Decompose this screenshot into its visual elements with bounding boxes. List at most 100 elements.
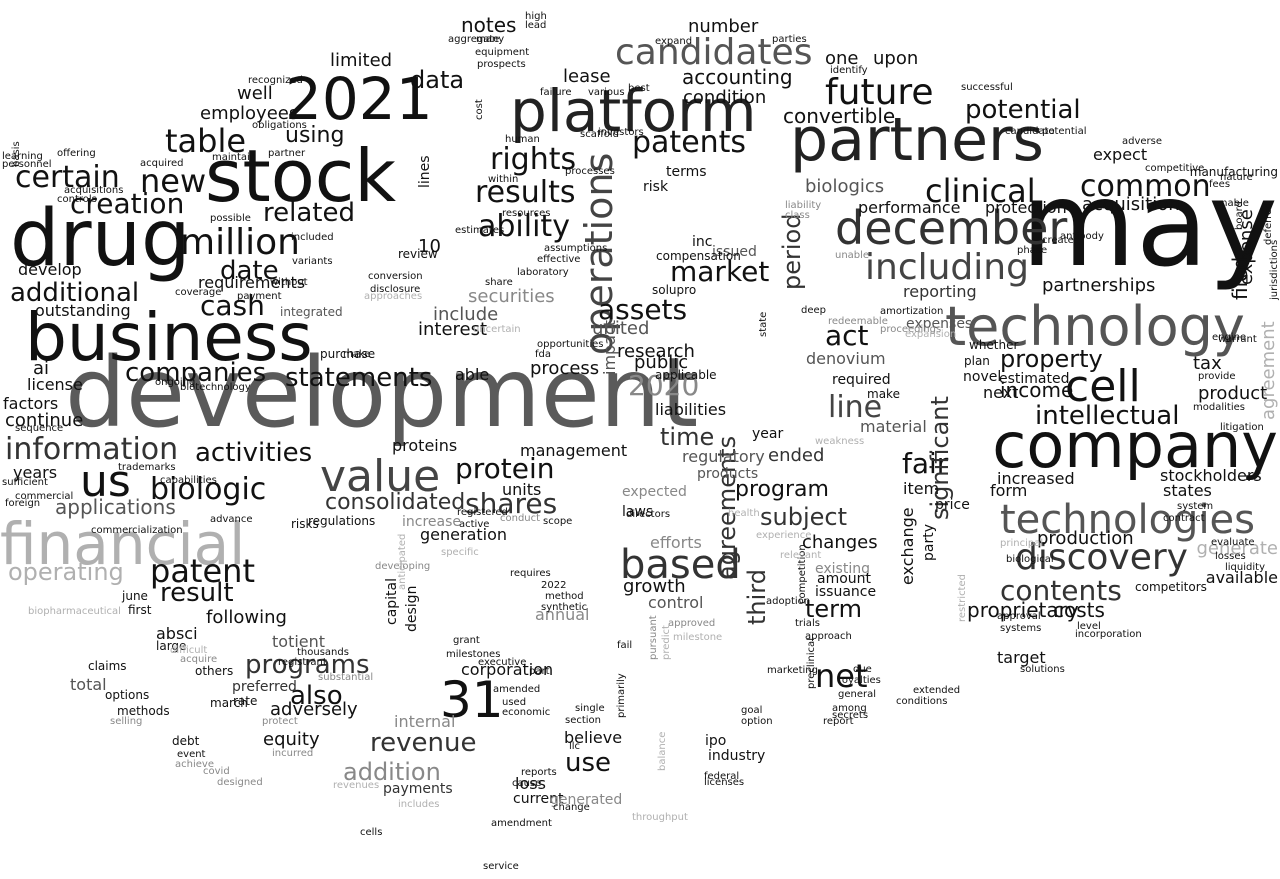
word-acquisitions: acquisitions <box>64 185 124 196</box>
word-amended: amended <box>493 684 541 695</box>
word-antibody: antibody <box>1060 231 1104 242</box>
word-market: market <box>670 255 770 288</box>
word-certain: certain <box>15 160 120 195</box>
word-personnel: personnel <box>2 159 52 170</box>
word-development: development <box>65 337 699 449</box>
word-efforts: efforts <box>650 533 702 552</box>
word-tax: tax <box>1193 353 1222 374</box>
word-basis: basis <box>11 141 22 167</box>
word-issued: issued <box>712 244 757 260</box>
word-june: june <box>122 589 148 603</box>
word-pursuant: pursuant <box>648 615 659 660</box>
word-enable: enable <box>1215 198 1249 209</box>
word-integrated: integrated <box>280 305 343 319</box>
word-section: section <box>565 715 602 726</box>
word-milestone: milestone <box>673 632 723 643</box>
word-competitive: competitive <box>1145 163 1205 174</box>
word-board: board <box>1234 201 1245 230</box>
word-filed: filed <box>1228 256 1252 300</box>
word-risk: risk <box>643 179 669 195</box>
word-income: income <box>1000 378 1074 402</box>
word-executive: executive <box>478 657 527 668</box>
word-additional: additional <box>10 278 140 308</box>
word-approach: approach <box>805 631 852 642</box>
word-partner: partner <box>268 148 306 159</box>
word-state: state <box>758 311 769 337</box>
word-act: act <box>825 319 869 352</box>
word-designed: designed <box>217 777 263 788</box>
word-solutions: solutions <box>1020 664 1065 675</box>
word-commercialization: commercialization <box>91 525 183 536</box>
word-december: december <box>835 201 1068 255</box>
word-condition: condition <box>683 87 767 108</box>
word-share: share <box>485 277 513 288</box>
word-successful: successful <box>961 82 1013 93</box>
word-preferred: preferred <box>232 679 297 695</box>
word-fail: fail <box>617 640 633 651</box>
word-growth: growth <box>623 576 686 597</box>
word-impact: impact <box>600 319 619 375</box>
word-adoption: adoption <box>766 596 811 607</box>
word-material: material <box>860 417 927 436</box>
word-upon: upon <box>873 48 919 69</box>
word-used: used <box>502 697 527 708</box>
word-investors: investors <box>598 127 644 138</box>
word-thousands: thousands <box>297 647 349 658</box>
word-discovery: discovery <box>1015 537 1188 578</box>
word-lines: lines <box>417 155 433 188</box>
word-expand: expand <box>655 36 693 47</box>
word-biopharmaceutical: biopharmaceutical <box>28 606 121 617</box>
word-warrant: warrant <box>1218 334 1257 345</box>
word-controls: controls <box>57 194 97 205</box>
word-throughput: throughput <box>632 812 688 823</box>
word-denovium: denovium <box>806 349 886 368</box>
word-parties: parties <box>772 34 807 45</box>
word-technology: technology <box>945 295 1245 358</box>
word-factors: factors <box>3 394 59 413</box>
word-active: active <box>459 519 490 530</box>
word-applications: applications <box>55 495 176 519</box>
word-partnerships: partnerships <box>1042 275 1156 296</box>
word-rights: rights <box>490 142 577 177</box>
word-specific: specific <box>441 547 479 558</box>
word-create: create <box>1042 235 1074 246</box>
word-assumptions: assumptions <box>544 243 608 254</box>
word-requirements: requirements <box>198 273 306 292</box>
word-platform: platform <box>510 77 757 145</box>
word-anticipated: anticipated <box>397 533 408 590</box>
word-human: human <box>505 134 540 145</box>
word-scaffold: scaffold <box>580 129 619 140</box>
word-marketing: marketing <box>767 665 818 676</box>
word-program: program <box>735 477 829 502</box>
word-goal: goal <box>741 705 763 716</box>
word-change: change <box>553 802 590 813</box>
word-directors: directors <box>626 509 671 520</box>
word-predict: predict <box>661 625 672 660</box>
word-value: value <box>320 451 441 502</box>
word-among: among <box>832 703 867 714</box>
word-federal: federal <box>704 771 740 782</box>
word-companies: companies <box>125 358 267 388</box>
word-included: included <box>291 232 334 243</box>
word-exchange: exchange <box>898 507 917 585</box>
word-business: business <box>25 299 313 376</box>
word-following: following <box>206 607 287 628</box>
word-capabilities: capabilities <box>160 475 217 486</box>
word-production: production <box>1037 528 1134 549</box>
word-results: results <box>475 175 576 210</box>
word-incorporation: incorporation <box>1075 629 1142 640</box>
word-information: information <box>5 432 179 467</box>
word-statements: statements <box>285 363 433 393</box>
word-uncertain: uncertain <box>473 324 521 335</box>
word-claims: claims <box>88 659 127 673</box>
word-large: large <box>156 639 187 653</box>
word-issuance: issuance <box>815 584 877 600</box>
word-selling: selling <box>110 716 143 727</box>
word-period: period <box>778 213 806 290</box>
word-general: general <box>838 689 877 700</box>
word-acquired: acquired <box>140 158 184 169</box>
word-system: system <box>1177 501 1214 512</box>
word-lead: lead <box>525 20 547 31</box>
word-products: products <box>697 466 759 482</box>
word-resources: resources <box>502 208 551 219</box>
